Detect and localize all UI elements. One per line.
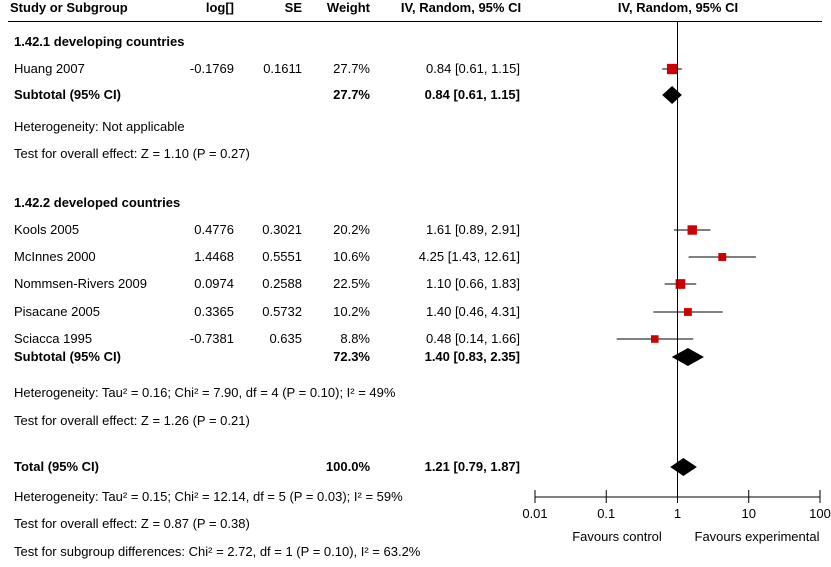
subtotal-label: Subtotal (95% CI) bbox=[14, 87, 121, 102]
col-header-ci: IV, Random, 95% CI bbox=[400, 0, 522, 15]
study-weight: 10.6% bbox=[333, 249, 370, 264]
study-log: 0.4776 bbox=[194, 222, 234, 237]
subtotal-diamond bbox=[662, 86, 682, 104]
study-name: McInnes 2000 bbox=[14, 249, 96, 264]
favours-right-label: Favours experimental bbox=[694, 529, 820, 544]
study-ci: 0.48 [0.14, 1.66] bbox=[426, 331, 520, 346]
study-se: 0.3021 bbox=[262, 222, 302, 237]
study-marker bbox=[683, 308, 692, 316]
study-weight: 10.2% bbox=[333, 304, 370, 319]
study-se: 0.2588 bbox=[262, 276, 302, 291]
overall-effect-text: Test for overall effect: Z = 1.26 (P = 0… bbox=[14, 413, 250, 428]
subtotal-weight: 72.3% bbox=[333, 349, 370, 364]
heterogeneity-text: Heterogeneity: Not applicable bbox=[14, 119, 185, 134]
header-rule bbox=[8, 21, 822, 22]
study-name: Kools 2005 bbox=[14, 222, 80, 237]
subtotal-weight: 27.7% bbox=[333, 87, 370, 102]
study-se: 0.1611 bbox=[263, 61, 302, 76]
study-ci: 1.10 [0.66, 1.83] bbox=[426, 276, 520, 291]
study-marker bbox=[718, 253, 727, 261]
col-header-se: SE bbox=[284, 0, 302, 15]
study-marker bbox=[666, 63, 678, 75]
study-weight: 8.8% bbox=[340, 331, 370, 346]
total-heterogeneity-text: Heterogeneity: Tau² = 0.15; Chi² = 12.14… bbox=[14, 489, 403, 504]
total-ci: 1.21 [0.79, 1.87] bbox=[424, 459, 520, 474]
col-header-study: Study or Subgroup bbox=[10, 0, 128, 15]
study-name: Nommsen-Rivers 2009 bbox=[14, 276, 147, 291]
subtotal-ci: 0.84 [0.61, 1.15] bbox=[424, 87, 520, 102]
x-tick-label: 0.01 bbox=[522, 506, 548, 521]
study-weight: 20.2% bbox=[333, 222, 370, 237]
col-header-plot: IV, Random, 95% CI bbox=[617, 0, 739, 15]
overall-effect-text: Test for overall effect: Z = 1.10 (P = 0… bbox=[14, 146, 250, 161]
study-log: -0.7381 bbox=[189, 331, 234, 346]
study-log: 0.3365 bbox=[194, 304, 234, 319]
total-weight: 100.0% bbox=[325, 459, 370, 474]
subtotal-ci: 1.40 [0.83, 2.35] bbox=[424, 349, 520, 364]
subtotal-label: Subtotal (95% CI) bbox=[14, 349, 121, 364]
col-header-weight: Weight bbox=[326, 0, 370, 15]
study-ci: 1.40 [0.46, 4.31] bbox=[426, 304, 520, 319]
study-weight: 22.5% bbox=[333, 276, 370, 291]
study-log: 1.4468 bbox=[194, 249, 234, 264]
subgroup-title: 1.42.2 developed countries bbox=[14, 195, 181, 210]
heterogeneity-text: Heterogeneity: Tau² = 0.16; Chi² = 7.90,… bbox=[14, 385, 396, 400]
study-name: Sciacca 1995 bbox=[14, 331, 93, 346]
study-se: 0.5551 bbox=[262, 249, 302, 264]
study-name: Pisacane 2005 bbox=[14, 304, 101, 319]
study-weight: 27.7% bbox=[333, 61, 370, 76]
study-ci: 4.25 [1.43, 12.61] bbox=[418, 249, 520, 264]
total-overall-effect-text: Test for overall effect: Z = 0.87 (P = 0… bbox=[14, 516, 250, 531]
study-marker bbox=[675, 279, 686, 289]
total-diamond bbox=[670, 458, 697, 476]
favours-left-label: Favours control bbox=[572, 529, 662, 544]
x-tick-label: 0.1 bbox=[597, 506, 616, 521]
col-header-log: log[] bbox=[205, 0, 234, 15]
study-se: 0.635 bbox=[269, 331, 302, 346]
x-tick-label: 100 bbox=[809, 506, 831, 521]
subtotal-diamond bbox=[671, 348, 704, 366]
study-se: 0.5732 bbox=[262, 304, 302, 319]
x-tick-label: 1 bbox=[673, 506, 682, 521]
study-name: Huang 2007 bbox=[14, 61, 85, 76]
study-log: 0.0974 bbox=[194, 276, 234, 291]
study-marker bbox=[651, 335, 659, 343]
subgroup-differences-text: Test for subgroup differences: Chi² = 2.… bbox=[14, 544, 421, 559]
total-label: Total (95% CI) bbox=[14, 459, 99, 474]
study-ci: 0.84 [0.61, 1.15] bbox=[426, 61, 520, 76]
study-log: -0.1769 bbox=[189, 61, 234, 76]
study-marker bbox=[687, 225, 697, 235]
study-ci: 1.61 [0.89, 2.91] bbox=[426, 222, 520, 237]
subgroup-title: 1.42.1 developing countries bbox=[14, 34, 185, 49]
x-tick-label: 10 bbox=[741, 506, 756, 521]
